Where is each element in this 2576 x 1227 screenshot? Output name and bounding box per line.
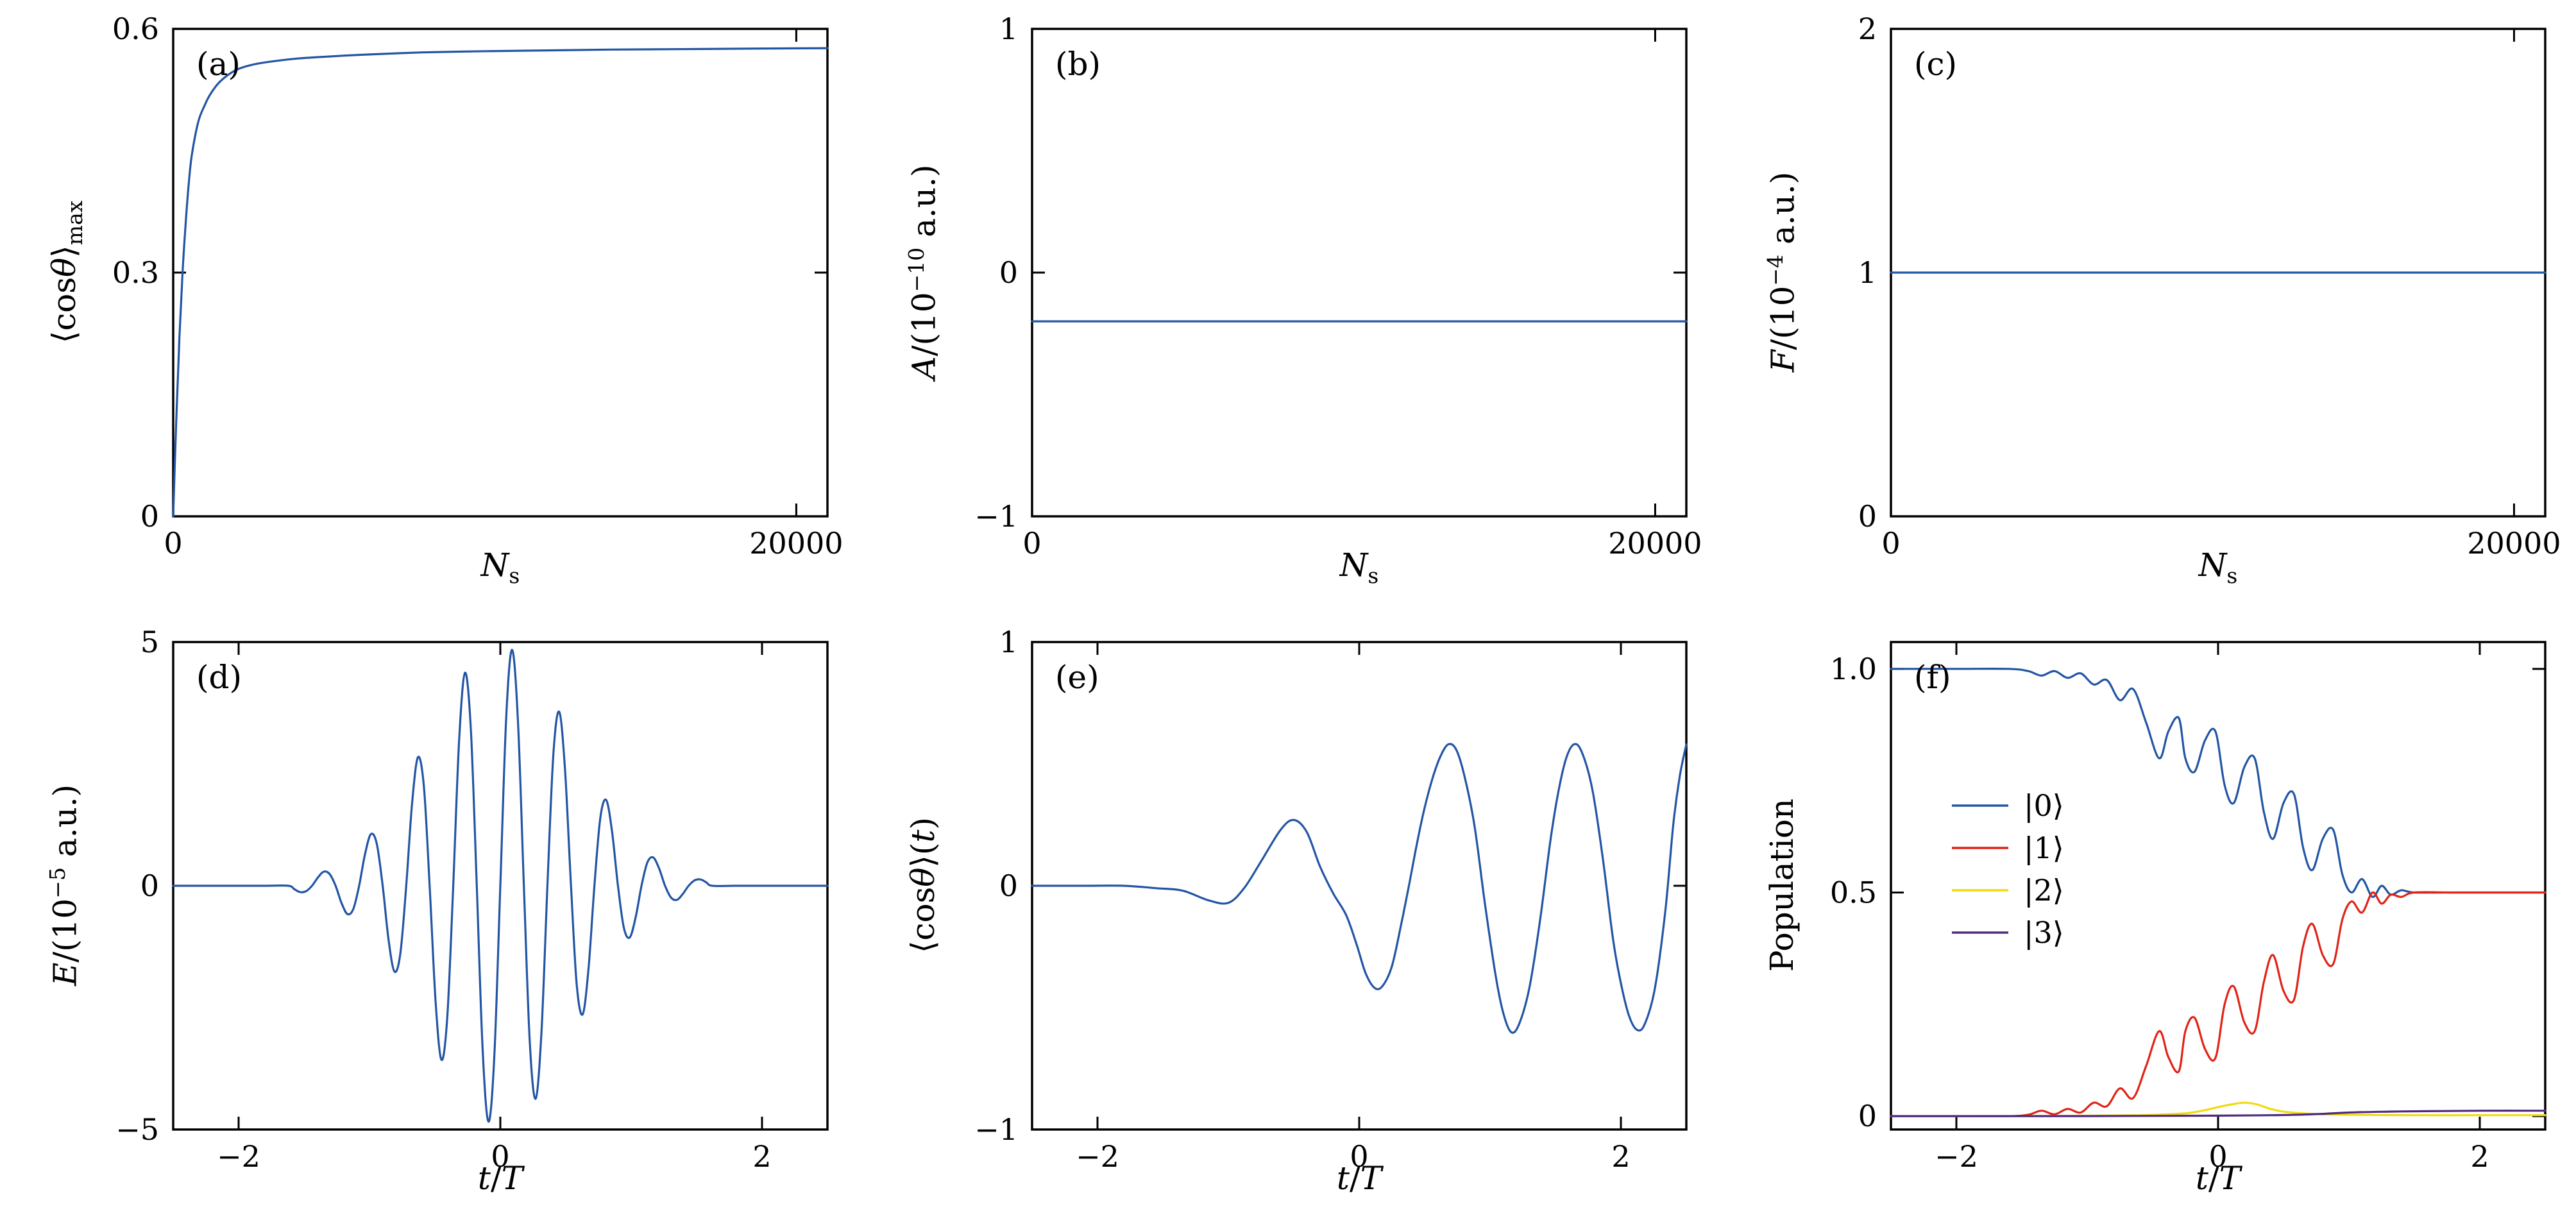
panel-d: −2 0 2 −5 0 5 (d) t/T E/(10−5 a.u.) [0,613,859,1227]
series-pop-state-1 [1890,891,2546,1117]
series-electric-field [172,648,829,1123]
plot-box [172,28,829,518]
chart-canvas-b: 0 20000−101(b) [974,12,1702,561]
panel-label: (c) [1914,46,1957,83]
x-tick-label: 20000 [2467,526,2561,561]
x-tick-label: 20000 [1608,526,1702,561]
y-tick-label: 0 [999,868,1018,903]
y-tick-label: 0.3 [112,255,159,290]
panel-label: (a) [196,46,241,83]
y-tick-label: 0.5 [1830,876,1877,910]
y-tick-label: −5 [115,1112,159,1147]
panel-a: 0 20000 0 0.3 0.6 (a) Ns ⟨cosθ⟩max [0,0,859,613]
panel-b: 0 20000 −1 0 1 (b) Ns A/(10−10 a.u.) [859,0,1718,613]
legend: |0⟩ |1⟩ |2⟩ |3⟩ [1952,788,2064,950]
series-group [172,648,829,1123]
x-tick-label: −2 [1935,1139,1978,1174]
x-tick-label: 0 [1350,1139,1368,1174]
chart-canvas-f: −2 0 2 0 0.5 1.0 (f) |0⟩ |1⟩ |2⟩ |3⟩ [1830,641,2546,1174]
x-tick-label: −2 [1076,1139,1119,1174]
x-tick-label: 0 [164,526,182,561]
x-tick-label: 2 [2470,1139,2489,1174]
legend-label-3: |3⟩ [2024,915,2064,950]
y-tick-label: 0.6 [112,12,159,46]
plot-box [1031,28,1688,518]
y-tick-label: 1.0 [1830,652,1877,686]
x-tick-label: 0 [491,1139,509,1174]
chart-canvas-c: 0 20000 0 1 2 (c) [1858,12,2561,561]
y-axis-label: F/(10−4 a.u.) [1763,171,1802,373]
x-tick-label: −2 [217,1139,260,1174]
series-pop-state-3 [1890,1110,2546,1117]
x-axis-label: t/T [1336,1160,1382,1197]
x-tick-label: 20000 [749,526,843,561]
series-cos-theta-t [1031,743,1688,1034]
x-tick-label: 2 [752,1139,771,1174]
legend-label-0: |0⟩ [2024,788,2064,823]
x-axis-label: t/T [2195,1160,2241,1197]
x-axis-label: Ns [480,546,520,588]
series-cos-theta-max [172,47,829,518]
y-tick-label: 1 [999,12,1018,46]
chart-canvas-e: −2 0 2 −1 0 1 (e) [974,625,1688,1174]
y-tick-label: −1 [974,499,1018,534]
x-tick-label: 0 [2208,1139,2227,1174]
series-pop-state-0 [1890,667,2546,898]
panel-c: 0 20000 0 1 2 (c) Ns F/(10−4 a.u.) [1718,0,2576,613]
x-tick-label: 2 [1611,1139,1630,1174]
legend-label-1: |1⟩ [2024,831,2064,865]
y-tick-label: 2 [1858,12,1877,46]
y-axis-label: A/(10−10 a.u.) [904,164,943,380]
y-tick-label: 5 [140,625,159,659]
y-tick-label: −1 [974,1112,1018,1147]
legend-label-2: |2⟩ [2024,873,2064,908]
series-group [172,47,829,518]
panel-label: (f) [1914,659,1951,696]
x-tick-label: 0 [1022,526,1041,561]
x-tick-label: 0 [1881,526,1900,561]
y-axis-label: Population [1763,798,1801,972]
panel-f: −2 0 2 0 0.5 1.0 (f) |0⟩ |1⟩ |2⟩ |3⟩ t/T Population [1718,613,2576,1227]
y-axis-label: ⟨cosθ⟩(t) [904,817,942,954]
plot-box [1890,641,2546,1131]
y-tick-label: 1 [999,625,1018,659]
chart-canvas-a: 0 20000 0 0.3 0.6 (a) [112,12,843,561]
x-axis-label: t/T [477,1160,523,1197]
panel-label: (b) [1055,46,1101,83]
x-axis-label: Ns [1339,546,1379,588]
series-group [1031,743,1688,1034]
x-axis-label: Ns [2198,546,2238,588]
panel-label: (d) [196,659,242,696]
y-tick-label: 1 [1858,255,1877,290]
y-tick-label: 0 [140,499,159,534]
y-tick-label: 0 [1858,1099,1877,1133]
series-pop-state-2 [1890,1101,2546,1117]
panel-label: (e) [1055,659,1099,696]
y-tick-label: 0 [140,868,159,903]
y-tick-label: 0 [999,255,1018,290]
series-group [1890,667,2546,1117]
chart-canvas-d: −2 0 2 −5 0 5 (d) [115,625,829,1174]
y-axis-label: E/(10−5 a.u.) [45,784,84,986]
panel-e: −2 0 2 −1 0 1 (e) t/T ⟨cosθ⟩(t) [859,613,1718,1227]
y-axis-label: ⟨cosθ⟩max [46,200,87,344]
y-tick-label: 0 [1858,499,1877,534]
